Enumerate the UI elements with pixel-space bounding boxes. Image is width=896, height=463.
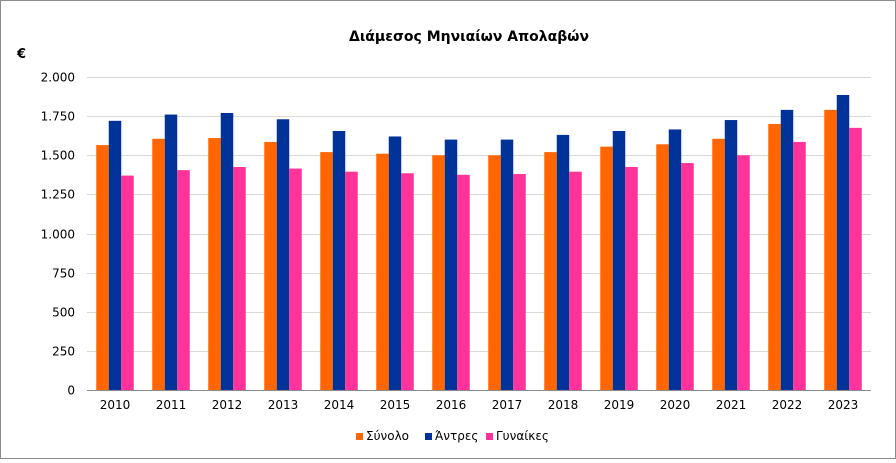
bar-women — [401, 173, 414, 390]
x-tick-label: 2013 — [268, 398, 299, 412]
bar-total — [544, 152, 557, 390]
grid-lines — [87, 77, 871, 352]
x-tick-label: 2019 — [604, 398, 635, 412]
legend-swatch — [486, 433, 493, 440]
bar-women — [513, 174, 526, 390]
bar-men — [724, 120, 738, 390]
bar-men — [332, 130, 346, 390]
legend-swatch — [356, 433, 363, 440]
bar-women — [793, 141, 806, 390]
legend-label: Σύνολο — [366, 429, 409, 443]
x-tick-label: 2012 — [212, 398, 243, 412]
bar-total — [320, 152, 333, 390]
chart-title: Διάμεσος Μηνιαίων Απολαβών — [349, 29, 589, 45]
bar-men — [164, 114, 178, 390]
bar-men — [500, 139, 514, 390]
bar-total — [656, 144, 669, 390]
bar-women — [625, 166, 638, 390]
x-tick-label: 2021 — [716, 398, 747, 412]
bar-total — [264, 141, 277, 390]
x-tick-label: 2015 — [380, 398, 411, 412]
bar-total — [432, 155, 445, 390]
bar-men — [220, 112, 234, 391]
bar-men — [108, 120, 122, 390]
bar-men — [556, 134, 570, 390]
bar-women — [121, 175, 134, 390]
bar-total — [488, 155, 501, 390]
bar-total — [96, 145, 109, 390]
x-tick-label: 2018 — [548, 398, 579, 412]
y-tick-label: 750 — [52, 267, 75, 281]
bar-women — [457, 174, 470, 390]
bar-total — [824, 109, 837, 391]
y-tick-label: 250 — [52, 345, 75, 359]
y-tick-label: 1.250 — [41, 188, 75, 202]
bar-total — [152, 138, 165, 390]
y-tick-label: 0 — [67, 384, 75, 398]
bar-total — [768, 123, 781, 390]
y-axis-unit-label: € — [16, 47, 26, 62]
bar-men — [444, 139, 458, 390]
y-tick-label: 500 — [52, 306, 75, 320]
x-tick-label: 2017 — [492, 398, 523, 412]
x-tick-label: 2016 — [436, 398, 467, 412]
y-tick-label: 1.500 — [41, 149, 75, 163]
bar-women — [289, 168, 302, 390]
bar-women — [849, 127, 862, 391]
x-tick-label: 2020 — [660, 398, 691, 412]
legend-swatch — [425, 433, 432, 440]
bar-men — [388, 136, 402, 390]
bar-total — [600, 146, 613, 390]
bar-total — [712, 138, 725, 390]
bar-total — [376, 153, 389, 390]
x-tick-label: 2023 — [828, 398, 859, 412]
x-tick-label: 2014 — [324, 398, 355, 412]
bar-men — [836, 94, 850, 390]
x-tick-labels: 2010 2011 2012 2013 2014 2015 2016 2017 2018 2019… — [100, 398, 859, 412]
y-tick-labels: 0 250 500 750 1.000 1.250 1.500 1.750 2.000 — [41, 71, 75, 398]
bar-men — [612, 130, 626, 390]
legend: Σύνολο Άντρες Γυναίκες — [356, 429, 549, 443]
y-tick-label: 1.750 — [41, 110, 75, 124]
x-tick-label: 2022 — [772, 398, 803, 412]
bar-women — [345, 171, 358, 390]
legend-label: Άντρες — [435, 429, 478, 443]
bar-women — [681, 163, 694, 390]
y-tick-label: 1.000 — [41, 228, 75, 242]
x-tick-label: 2011 — [156, 398, 187, 412]
y-tick-label: 2.000 — [41, 71, 75, 85]
bar-women — [737, 155, 750, 390]
bar-men — [276, 119, 290, 390]
bar-women — [569, 171, 582, 390]
bar-total — [208, 138, 221, 390]
bar-men — [780, 109, 794, 391]
legend-label: Γυναίκες — [496, 429, 549, 443]
bars — [96, 94, 862, 391]
bar-women — [233, 166, 246, 390]
bar-women — [177, 170, 190, 390]
bar-men — [668, 129, 682, 391]
x-tick-label: 2010 — [100, 398, 131, 412]
